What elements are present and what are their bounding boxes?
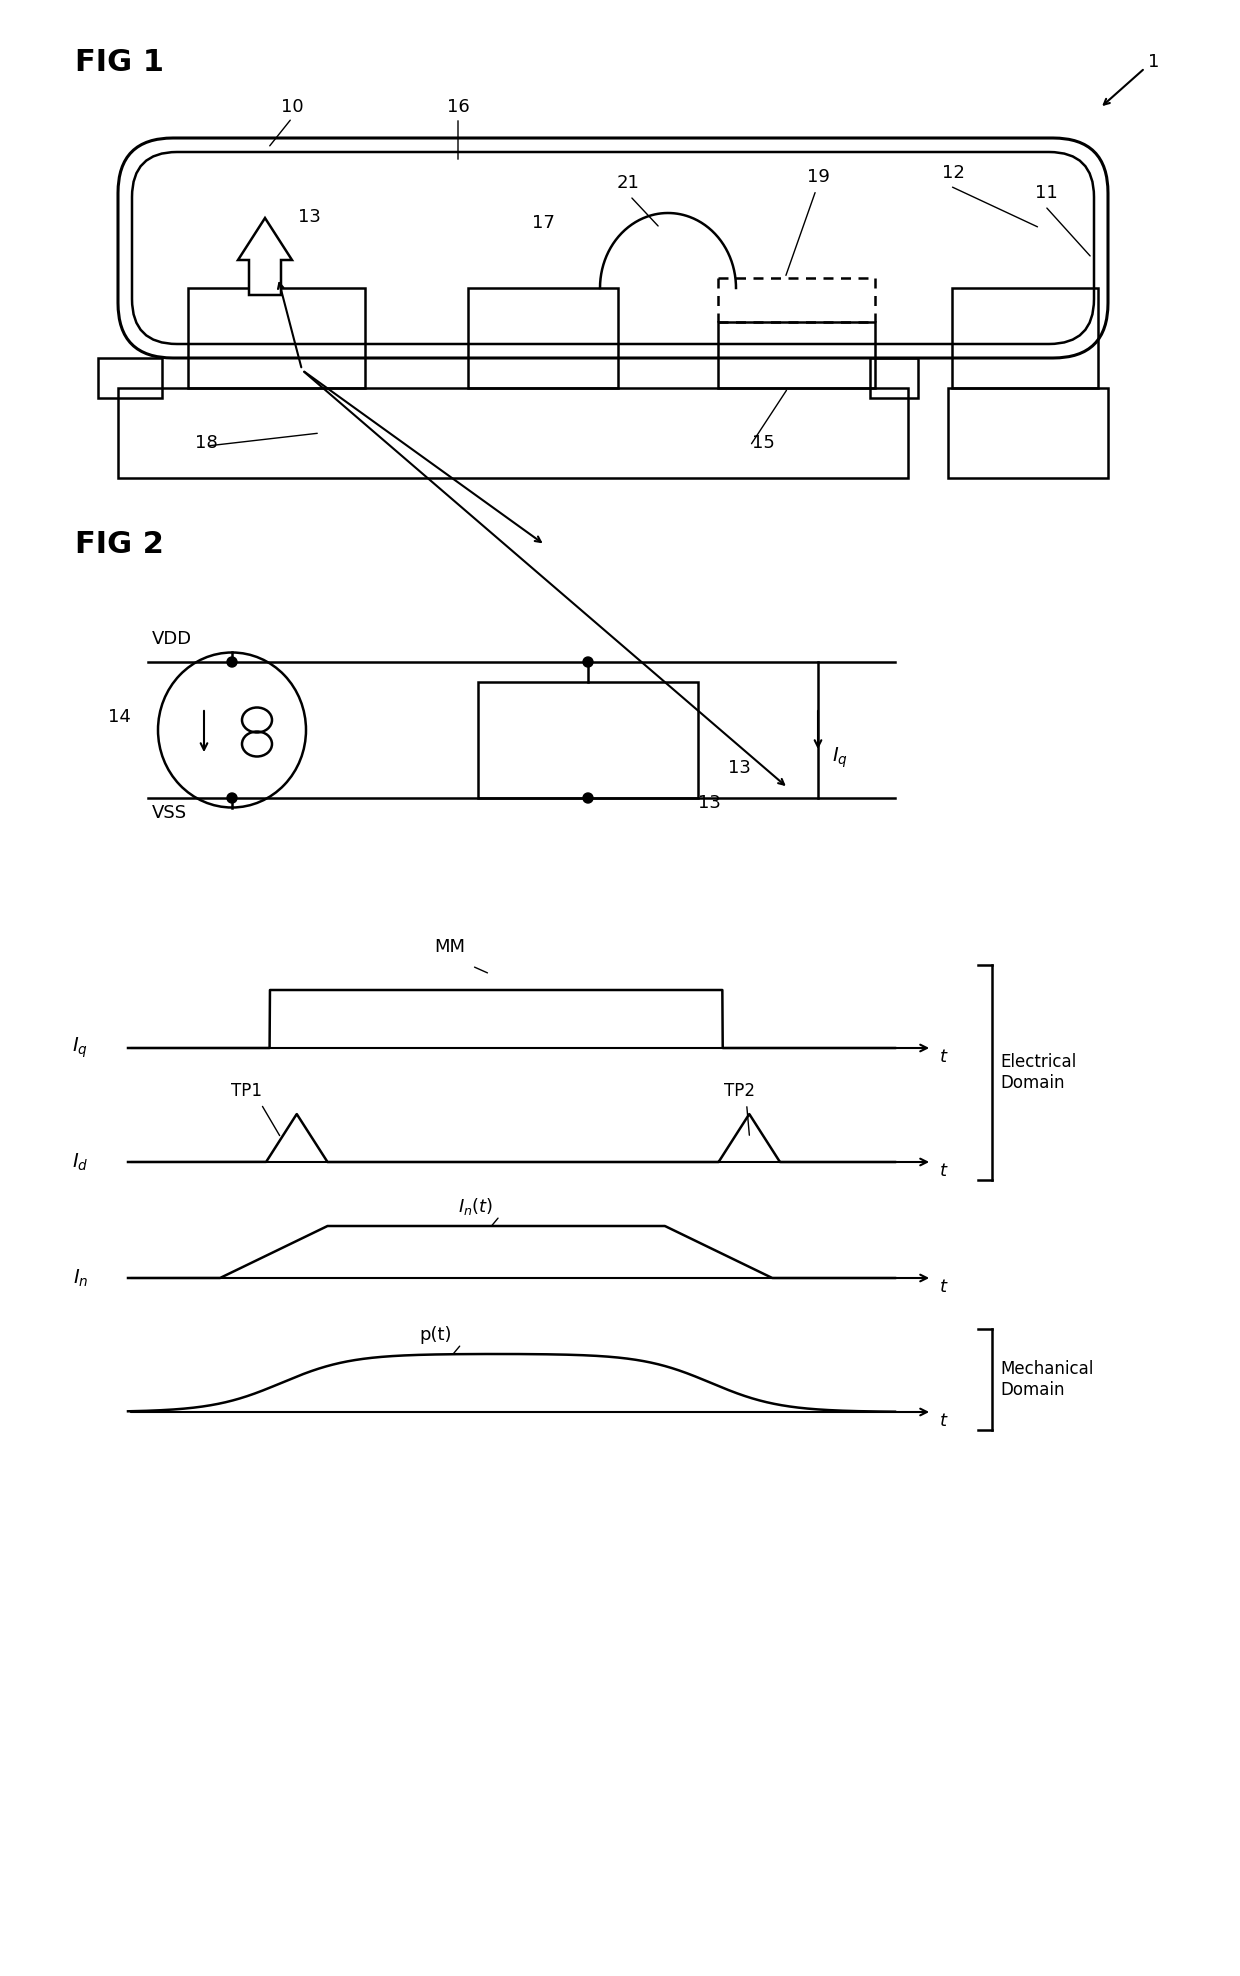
Text: 13: 13	[698, 794, 720, 812]
Text: 19: 19	[806, 168, 830, 186]
Text: 17: 17	[532, 213, 554, 231]
Circle shape	[227, 792, 237, 802]
Text: 11: 11	[1035, 184, 1058, 202]
Text: VSS: VSS	[153, 804, 187, 822]
Text: 12: 12	[942, 164, 965, 182]
Text: p(t): p(t)	[419, 1326, 451, 1344]
Text: 14: 14	[108, 707, 131, 725]
Text: VDD: VDD	[153, 630, 192, 648]
Text: 1: 1	[1148, 53, 1159, 71]
Text: 21: 21	[616, 174, 640, 192]
Text: FIG 1: FIG 1	[74, 47, 164, 77]
Text: $I_n$: $I_n$	[72, 1267, 88, 1288]
Text: $I_q$: $I_q$	[832, 745, 848, 771]
Text: MM: MM	[434, 939, 465, 956]
Text: 16: 16	[446, 99, 470, 117]
Text: t: t	[940, 1278, 947, 1296]
Text: 13: 13	[728, 759, 751, 777]
Text: $I_n(t)$: $I_n(t)$	[458, 1195, 494, 1217]
Text: 18: 18	[195, 435, 218, 453]
Text: Mechanical
Domain: Mechanical Domain	[999, 1359, 1094, 1399]
Text: t: t	[940, 1162, 947, 1180]
Text: 15: 15	[751, 435, 775, 453]
Text: Electrical
Domain: Electrical Domain	[999, 1053, 1076, 1093]
Text: t: t	[940, 1413, 947, 1431]
Text: 13: 13	[298, 207, 321, 225]
Text: t: t	[940, 1047, 947, 1065]
Text: TP2: TP2	[724, 1083, 755, 1101]
Text: 10: 10	[280, 99, 304, 117]
Circle shape	[583, 792, 593, 802]
Circle shape	[227, 656, 237, 668]
Polygon shape	[238, 217, 291, 294]
Text: $I_d$: $I_d$	[72, 1152, 88, 1172]
Text: FIG 2: FIG 2	[74, 530, 164, 559]
Text: TP1: TP1	[231, 1083, 262, 1101]
Text: $I_q$: $I_q$	[72, 1035, 88, 1061]
Circle shape	[583, 656, 593, 668]
